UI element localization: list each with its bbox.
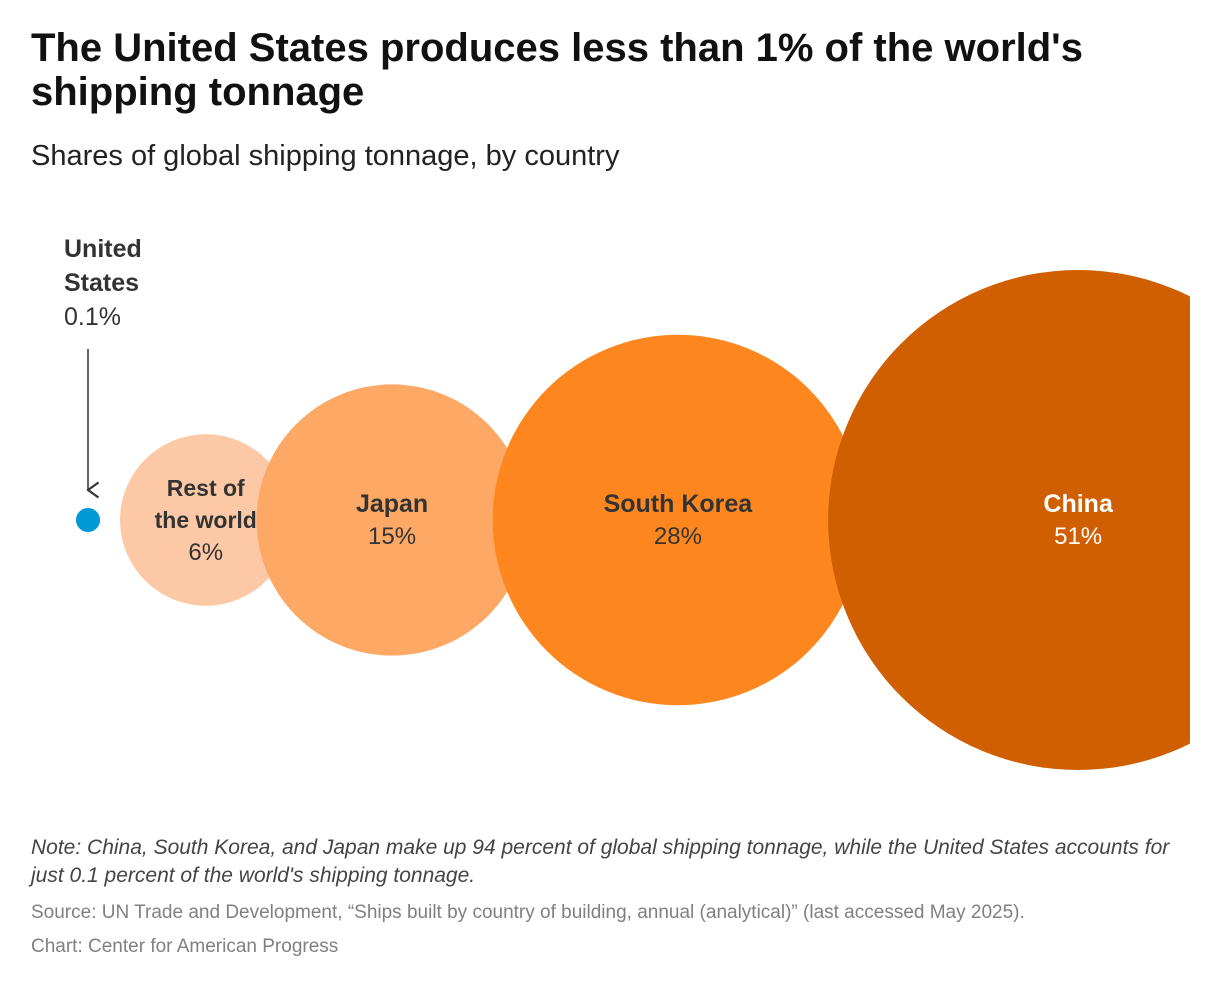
chart-subtitle: Shares of global shipping tonnage, by co…	[31, 140, 620, 172]
label-south-korea: South Korea	[604, 490, 754, 518]
value-china: 51%	[1054, 523, 1102, 550]
bubble-china	[828, 270, 1190, 770]
bubble-south-korea	[492, 334, 864, 706]
chart-source: Source: UN Trade and Development, “Ships…	[31, 902, 1025, 923]
chart-credit: Chart: Center for American Progress	[31, 936, 339, 957]
bubble-japan	[256, 384, 528, 656]
chart-title: The United States produces less than 1% …	[31, 26, 1083, 114]
label-rest-of-world-line-1: Rest of	[167, 475, 245, 501]
value-japan: 15%	[368, 523, 416, 550]
label-united-states-line-2: States	[64, 269, 139, 297]
label-rest-of-world-line-2: the world	[155, 507, 257, 533]
bubble-rest-of-world	[120, 434, 292, 606]
value-united-states: 0.1%	[64, 303, 121, 331]
label-united-states-line-1: United	[64, 235, 142, 263]
value-south-korea: 28%	[654, 523, 702, 550]
bubble-chart: United States 0.1% Rest of the world 6% Japan 1…	[64, 235, 1190, 770]
chart-note: Note: China, South Korea, and Japan make…	[31, 836, 1170, 887]
label-china: China	[1043, 490, 1114, 518]
label-japan: Japan	[356, 490, 428, 518]
value-rest-of-world: 6%	[188, 539, 223, 566]
bubble-united-states	[76, 508, 100, 532]
